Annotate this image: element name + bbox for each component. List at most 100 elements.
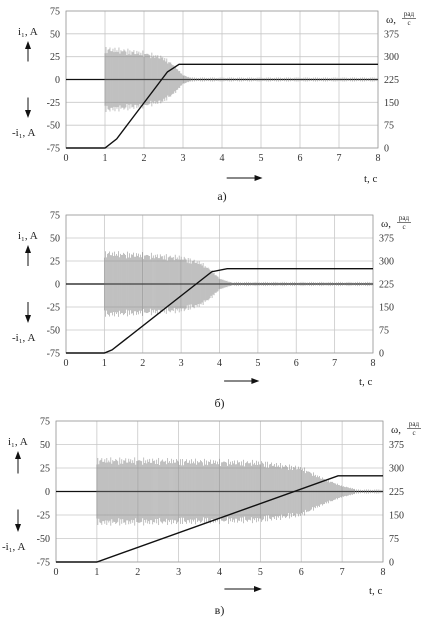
y-right-tick-label: 150	[379, 303, 394, 314]
y-left-tick-label: -50	[47, 326, 60, 337]
panel-caption: в)	[215, 603, 225, 617]
x-tick-label: 5	[259, 153, 264, 164]
down-arrow-icon	[25, 315, 31, 323]
x-tick-label: 6	[298, 153, 303, 164]
x-tick-label: 0	[54, 567, 59, 578]
y-right-tick-label: 150	[384, 98, 399, 109]
y-left-tick-label: 75	[50, 7, 60, 18]
y-left-tick-label: 25	[40, 464, 50, 475]
y-right-tick-label: 300	[384, 52, 399, 63]
y-right-tick-label: 0	[389, 558, 394, 569]
y-left-label-top: i₁, A	[8, 436, 28, 448]
y-right-tick-label: 0	[384, 144, 389, 155]
x-tick-label: 1	[102, 358, 107, 369]
y-left-tick-label: -25	[47, 303, 60, 314]
y-right-tick-label: 225	[379, 280, 394, 291]
x-tick-label: 2	[135, 567, 140, 578]
y-left-label-top: i₁, A	[18, 230, 38, 242]
x-tick-label: 4	[217, 358, 222, 369]
x-tick-label: 2	[140, 358, 145, 369]
x-tick-label: 6	[299, 567, 304, 578]
time-arrow-icon	[251, 378, 260, 384]
series-speed	[56, 475, 383, 563]
y-right-tick-label: 375	[389, 440, 404, 451]
x-tick-label: 7	[337, 153, 342, 164]
x-axis-label: t, c	[364, 173, 378, 185]
y-right-unit-denominator: с	[407, 19, 410, 27]
y-left-tick-label: 75	[50, 211, 60, 222]
up-arrow-icon	[25, 245, 31, 253]
y-left-tick-label: 0	[55, 75, 60, 86]
x-tick-label: 3	[181, 153, 186, 164]
y-left-tick-label: -75	[47, 144, 60, 155]
x-tick-label: 4	[217, 567, 222, 578]
y-right-unit-denominator: с	[402, 223, 405, 231]
series-current	[66, 47, 379, 112]
y-left-tick-label: 0	[55, 280, 60, 291]
chart-panel-3: 75 50 25 0 -25 -50 -75 375 300 225 150 75 0 0 1 2 3 4 5 6 7 8…	[2, 417, 421, 617]
x-tick-label: 5	[255, 358, 260, 369]
down-arrow-icon	[15, 524, 21, 532]
y-right-tick-label: 75	[379, 326, 389, 337]
y-left-tick-label: 50	[50, 234, 60, 245]
x-tick-label: 5	[258, 567, 263, 578]
y-left-label-bottom: -i₁, A	[2, 541, 25, 553]
down-arrow-icon	[25, 110, 31, 118]
series-speed	[66, 63, 378, 149]
y-right-tick-label: 225	[384, 75, 399, 86]
y-right-tick-label: 300	[389, 464, 404, 475]
y-left-tick-label: 50	[40, 440, 50, 451]
y-right-unit-numerator: рад	[399, 214, 410, 222]
panel-caption: б)	[214, 396, 224, 410]
y-right-label: ω,	[381, 218, 391, 230]
x-tick-label: 3	[176, 567, 181, 578]
y-right-label: ω,	[391, 424, 401, 436]
x-tick-label: 8	[371, 358, 376, 369]
x-tick-label: 4	[220, 153, 225, 164]
x-tick-label: 0	[64, 358, 69, 369]
y-right-tick-label: 225	[389, 487, 404, 498]
series-current	[66, 251, 374, 317]
time-arrow-icon	[254, 586, 263, 592]
x-tick-label: 6	[294, 358, 299, 369]
x-tick-label: 1	[103, 153, 108, 164]
y-left-label-top: i₁, A	[18, 26, 38, 38]
y-right-tick-label: 0	[379, 349, 384, 360]
y-left-tick-label: -75	[37, 558, 50, 569]
x-tick-label: 2	[142, 153, 147, 164]
y-left-tick-label: 25	[50, 257, 60, 268]
x-tick-label: 1	[94, 567, 99, 578]
x-axis-label: t, c	[369, 585, 383, 597]
y-left-tick-label: -50	[37, 534, 50, 545]
chart-panel-2: 75 50 25 0 -25 -50 -75 375 300 225 150 75 0 0 1 2 3 4 5 6 7 8…	[12, 211, 411, 410]
x-tick-label: 8	[381, 567, 386, 578]
x-tick-label: 3	[179, 358, 184, 369]
y-left-tick-label: 0	[45, 487, 50, 498]
up-arrow-icon	[15, 451, 21, 459]
y-right-unit-denominator: с	[412, 429, 415, 437]
y-left-tick-label: -25	[47, 98, 60, 109]
x-tick-label: 7	[332, 358, 337, 369]
y-right-tick-label: 300	[379, 257, 394, 268]
y-left-tick-label: 25	[50, 52, 60, 63]
series-current	[56, 457, 384, 526]
chart-panel-1: 75 50 25 0 -25 -50 -75 375 300 225 150 75 0 0 1 2 3 4 5 6 7 8…	[12, 7, 416, 203]
panel-caption: а)	[217, 189, 226, 203]
y-left-label-bottom: -i₁, A	[12, 332, 35, 344]
time-arrow-icon	[254, 175, 263, 181]
y-right-tick-label: 75	[389, 534, 399, 545]
y-right-unit-numerator: рад	[409, 420, 420, 428]
x-tick-label: 8	[376, 153, 381, 164]
y-right-tick-label: 375	[379, 234, 394, 245]
y-right-tick-label: 375	[384, 29, 399, 40]
y-right-tick-label: 75	[384, 121, 394, 132]
y-left-tick-label: 50	[50, 29, 60, 40]
y-right-unit-numerator: рад	[404, 10, 415, 18]
y-left-label-bottom: -i₁, A	[12, 127, 35, 139]
y-left-tick-label: -75	[47, 349, 60, 360]
up-arrow-icon	[25, 41, 31, 49]
y-left-tick-label: -50	[47, 121, 60, 132]
x-tick-label: 7	[340, 567, 345, 578]
x-tick-label: 0	[64, 153, 69, 164]
